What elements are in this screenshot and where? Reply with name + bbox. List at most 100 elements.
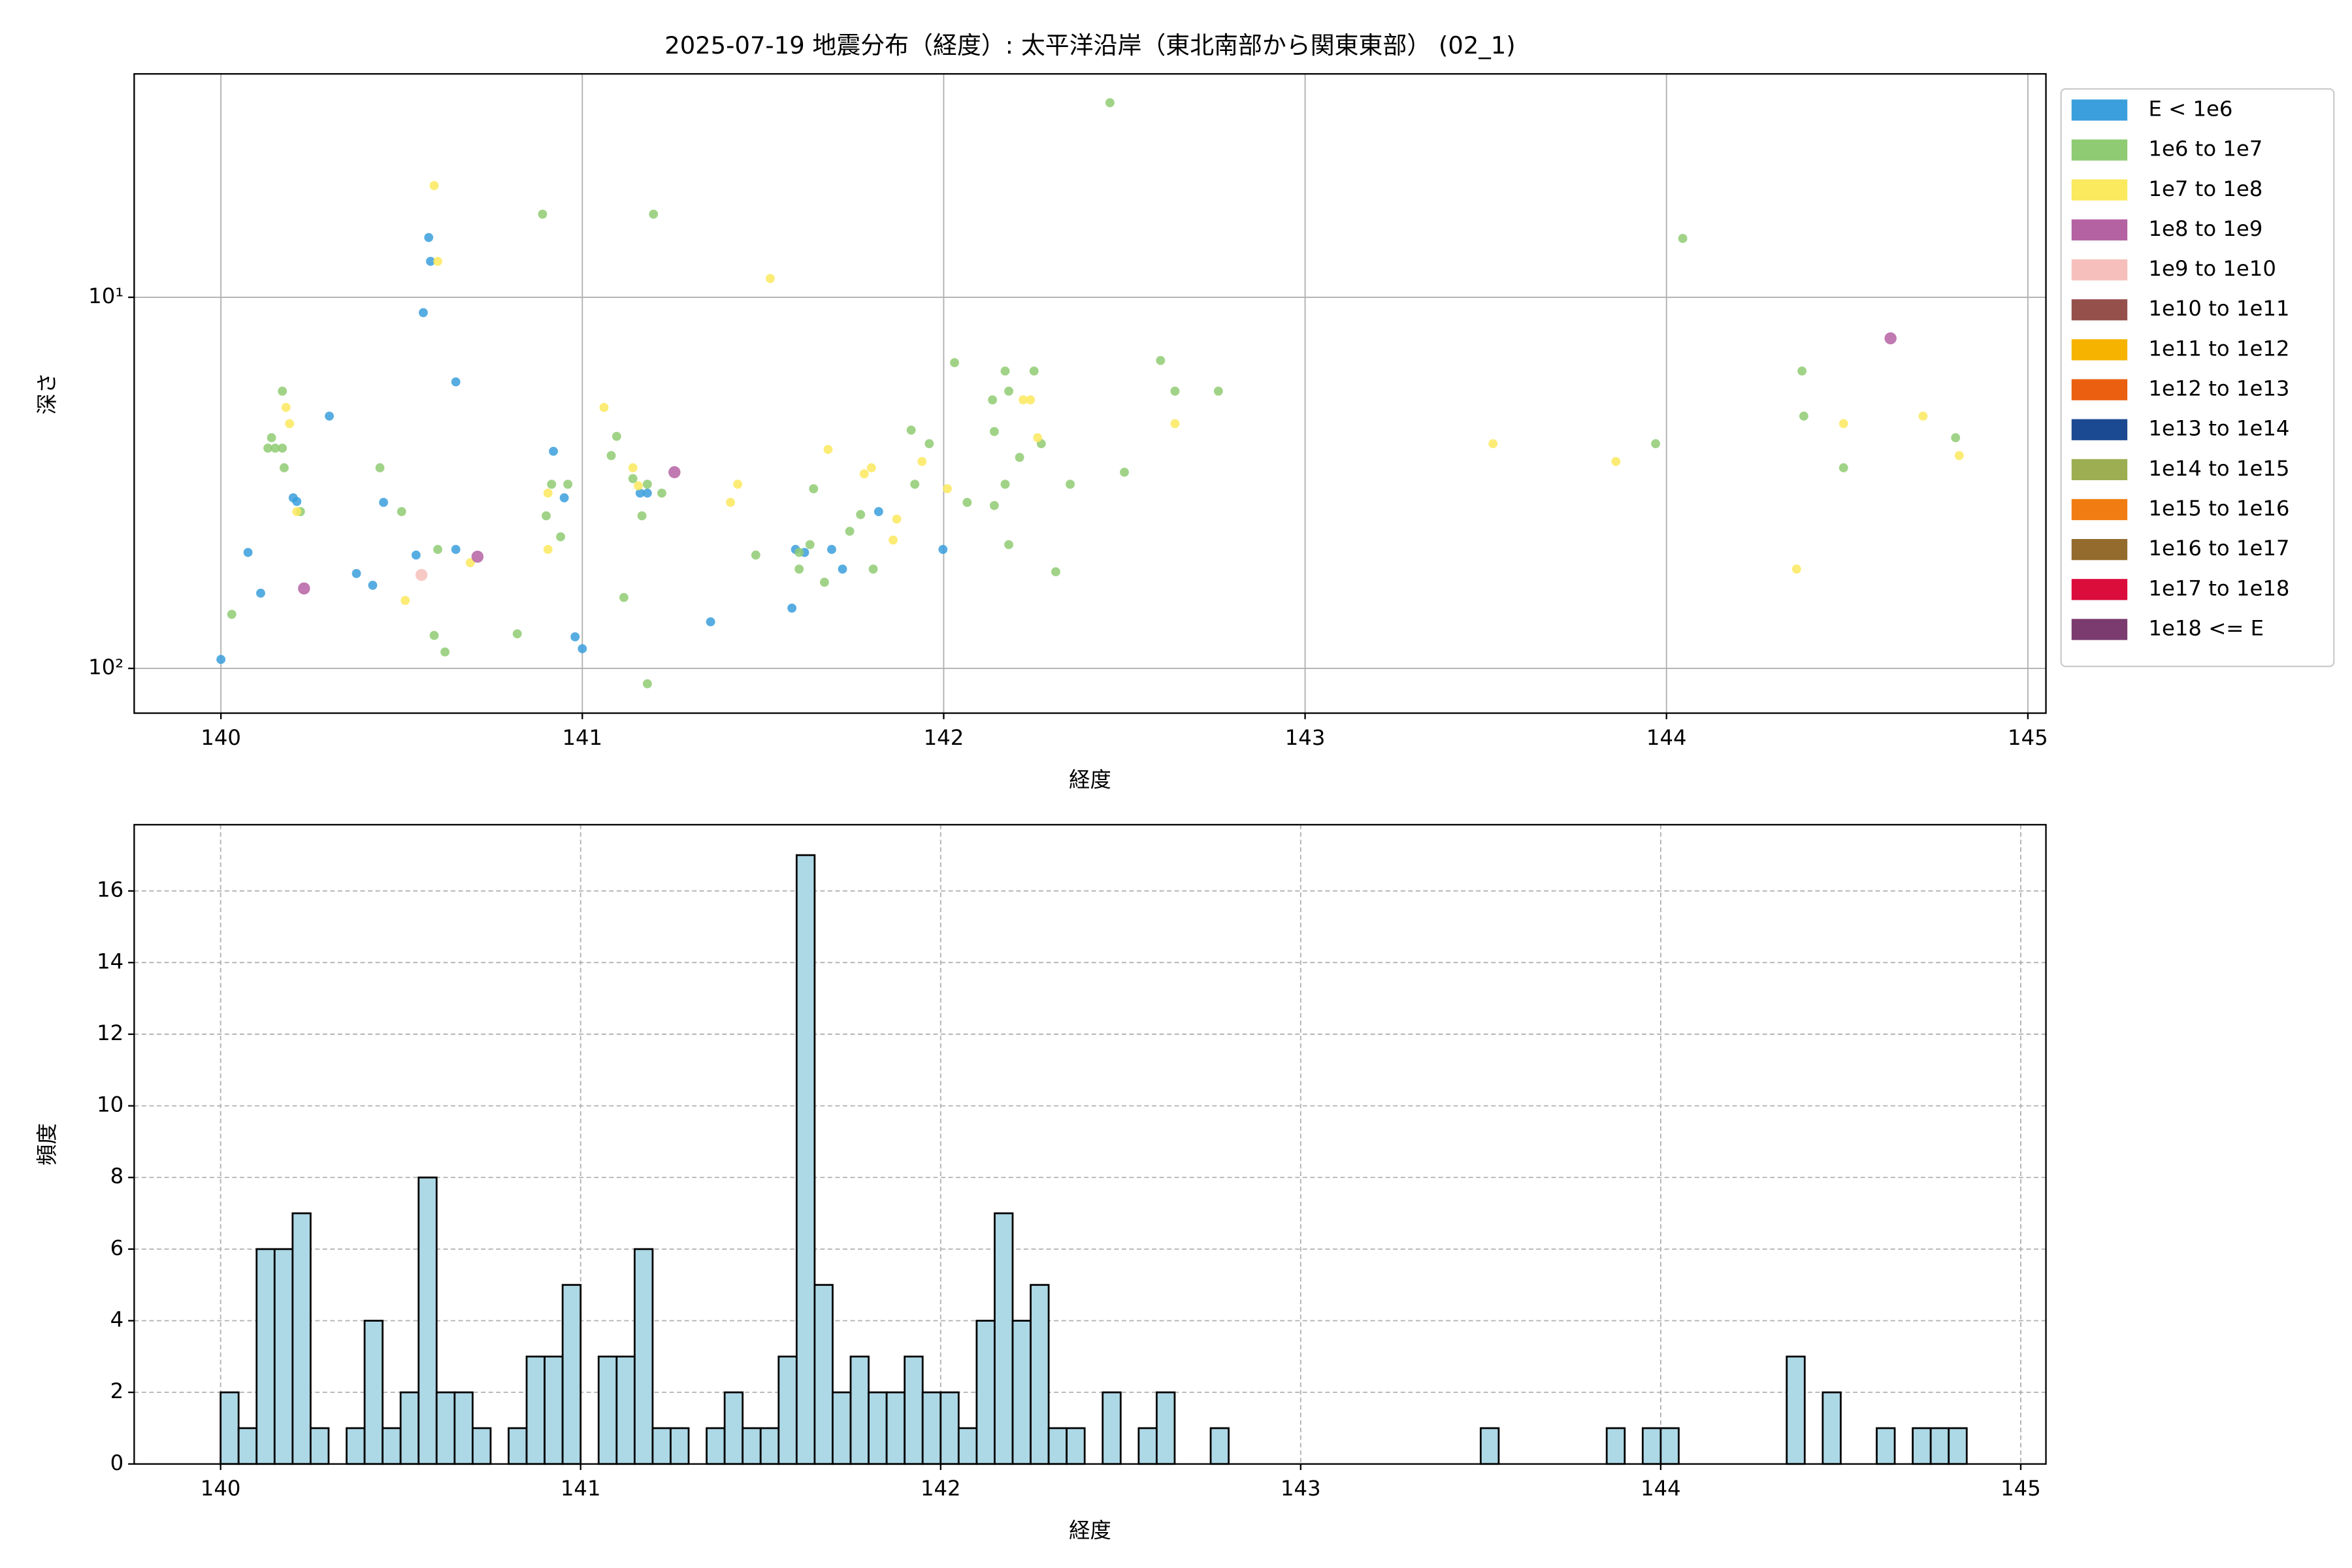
bar: [417, 1176, 438, 1465]
point: [325, 411, 335, 421]
plot-frame: [133, 73, 2047, 714]
point: [1170, 419, 1180, 429]
bar: [1948, 1427, 1968, 1465]
point: [910, 480, 920, 489]
point: [1651, 439, 1661, 449]
y-tick-label: 10¹: [88, 284, 123, 308]
point: [938, 545, 948, 554]
point: [298, 582, 310, 595]
legend-swatch: [2071, 619, 2128, 640]
bar: [1047, 1427, 1068, 1465]
point: [278, 444, 287, 453]
point: [1051, 567, 1060, 577]
point: [1156, 355, 1166, 365]
point: [1884, 332, 1897, 345]
point: [962, 498, 972, 507]
bar: [813, 1284, 834, 1465]
bar: [561, 1284, 582, 1465]
point: [426, 257, 435, 266]
bar: [904, 1355, 924, 1465]
point: [216, 655, 226, 664]
point: [440, 647, 450, 657]
bar: [273, 1248, 294, 1465]
bar: [1137, 1427, 1158, 1465]
point: [256, 588, 265, 598]
point: [1019, 395, 1028, 405]
bar: [832, 1391, 852, 1465]
point: [1120, 467, 1129, 477]
point: [706, 617, 715, 627]
bar: [939, 1391, 960, 1465]
point: [606, 451, 616, 461]
point: [451, 545, 461, 554]
bar: [1659, 1427, 1680, 1465]
point: [892, 514, 902, 524]
point: [1951, 433, 1961, 442]
point: [415, 568, 428, 581]
x-tick-label: 144: [1646, 725, 1687, 750]
bar: [885, 1391, 906, 1465]
legend-swatch: [2071, 259, 2128, 281]
bar: [220, 1391, 240, 1465]
point: [227, 610, 237, 619]
bar: [1156, 1391, 1176, 1465]
legend-label: 1e10 to 1e11: [2148, 296, 2289, 321]
bar: [1605, 1427, 1626, 1465]
point: [668, 466, 681, 478]
legend-box: [2060, 88, 2335, 668]
point: [838, 564, 847, 574]
legend-swatch: [2071, 299, 2128, 321]
point: [465, 558, 475, 568]
point: [642, 488, 652, 498]
point: [619, 593, 629, 602]
legend-label: 1e6 to 1e7: [2148, 137, 2262, 161]
x-axis-label: 経度: [1069, 1518, 1111, 1543]
point: [989, 500, 999, 510]
point: [292, 507, 302, 516]
x-tick-label: 143: [1281, 1476, 1321, 1501]
bar: [957, 1427, 978, 1465]
point: [1918, 411, 1928, 421]
point: [542, 511, 551, 521]
bar: [363, 1320, 384, 1465]
legend-swatch: [2071, 579, 2128, 600]
legend-label: 1e11 to 1e12: [2148, 336, 2289, 361]
bar: [237, 1427, 258, 1465]
point: [868, 564, 878, 574]
x-tick-label: 141: [562, 725, 602, 750]
y-tick-label: 2: [110, 1379, 124, 1403]
point: [1029, 366, 1039, 376]
point: [906, 425, 916, 435]
bar: [994, 1212, 1014, 1465]
y-tick-label: 10²: [88, 655, 123, 679]
bar: [921, 1391, 942, 1465]
point: [278, 386, 287, 396]
y-axis-label: 深さ: [35, 372, 59, 415]
legend-label: 1e9 to 1e10: [2148, 256, 2276, 281]
point: [1026, 395, 1036, 405]
point: [794, 547, 804, 557]
point: [657, 488, 666, 498]
x-axis-label: 経度: [1069, 767, 1111, 792]
point: [628, 463, 638, 472]
bar: [525, 1355, 546, 1465]
bar: [1066, 1427, 1086, 1465]
point: [635, 488, 645, 498]
point: [411, 550, 421, 560]
point: [649, 209, 659, 219]
bar: [723, 1391, 744, 1465]
point: [787, 603, 797, 613]
legend-label: 1e14 to 1e15: [2148, 456, 2289, 481]
bar: [435, 1391, 456, 1465]
y-tick-label: 8: [110, 1164, 124, 1188]
bar: [508, 1427, 528, 1465]
point: [1004, 386, 1013, 396]
point: [1066, 480, 1075, 489]
point: [1791, 564, 1801, 574]
legend-label: E < 1e6: [2148, 96, 2232, 121]
point: [1611, 457, 1621, 466]
point: [805, 540, 815, 549]
bar: [868, 1391, 888, 1465]
point: [1170, 386, 1180, 396]
